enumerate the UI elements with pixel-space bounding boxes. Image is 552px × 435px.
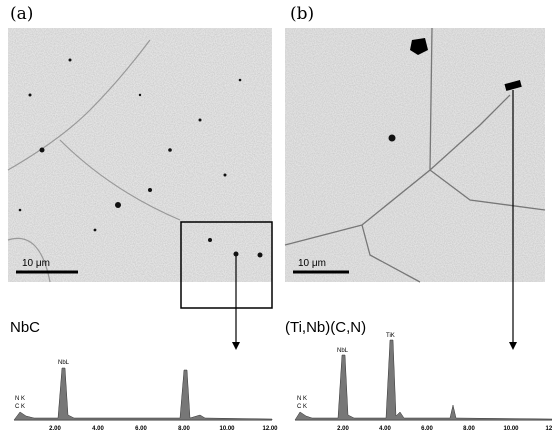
x-tick-label: 12.00 <box>262 426 278 432</box>
spectrum-b: NbL TiK N K C K <box>294 333 552 421</box>
peak-label: TiK <box>386 333 395 339</box>
x-tick-label: 10.00 <box>503 426 519 432</box>
peak-label: C K <box>15 404 25 410</box>
x-tick-label: 4.00 <box>92 426 104 432</box>
spectrum-a: NbL N K C K <box>13 360 273 421</box>
peak-label: NbL <box>337 348 349 354</box>
x-tick-label: 8.00 <box>463 426 475 432</box>
peak-label: N K <box>297 396 307 402</box>
scale-bar-label: 10 μm <box>22 258 50 269</box>
scale-bar-label: 10 μm <box>298 258 326 269</box>
phase-label: (Ti,Nb)(C,N) <box>285 319 366 336</box>
x-tick-label: 6.00 <box>135 426 147 432</box>
micrograph-a: 10 μm <box>7 28 273 350</box>
panel-label: (b) <box>290 4 314 24</box>
peak-label: NbL <box>58 360 70 366</box>
phase-label: NbC <box>10 319 40 336</box>
peak-label: N K <box>15 396 25 402</box>
x-tick-label: 10.00 <box>219 426 235 432</box>
x-tick-label: 8.00 <box>178 426 190 432</box>
x-tick-label: 4.00 <box>379 426 391 432</box>
x-tick-label: 2.00 <box>337 426 349 432</box>
x-tick-label: 12.00 <box>545 426 552 432</box>
x-tick-label: 2.00 <box>49 426 61 432</box>
panel-label: (a) <box>10 4 33 24</box>
peak-label: C K <box>297 404 307 410</box>
x-tick-label: 6.00 <box>421 426 433 432</box>
micrograph-b: 10 μm <box>284 27 546 350</box>
